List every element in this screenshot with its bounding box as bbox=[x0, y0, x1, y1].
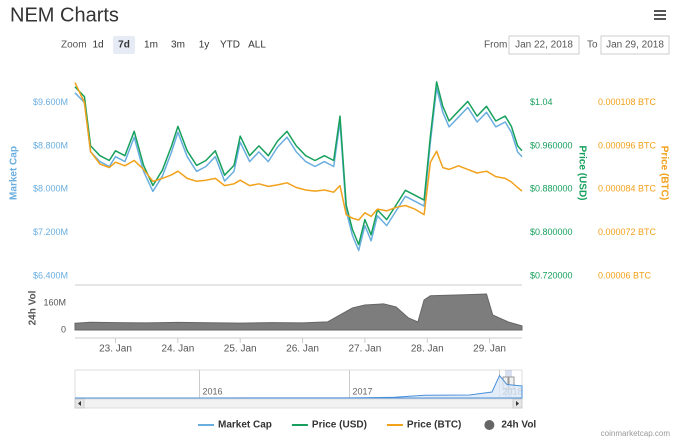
zoom-button[interactable]: 1y bbox=[194, 36, 214, 54]
y-tick-label: $6.400M bbox=[33, 270, 68, 280]
y-tick-label: $8.800M bbox=[33, 140, 68, 150]
y3-tick-label: 0.000084 BTC bbox=[598, 184, 657, 194]
legend-label[interactable]: Price (USD) bbox=[312, 420, 367, 431]
y2-tick-label: $0.720000 bbox=[530, 270, 573, 280]
zoom-button[interactable]: 1m bbox=[140, 36, 162, 54]
zoom-button[interactable]: 7d bbox=[113, 36, 135, 54]
x-tick-label: 25. Jan bbox=[224, 344, 257, 355]
y2-tick-label: $1.04 bbox=[530, 97, 553, 107]
credit: coinmarketcap.com bbox=[601, 429, 671, 438]
zoom-button[interactable]: ALL bbox=[245, 36, 269, 54]
to-label: To bbox=[587, 40, 598, 51]
legend-label[interactable]: Market Cap bbox=[218, 420, 272, 431]
y-axis-title: 24h Vol bbox=[28, 290, 39, 325]
zoom-button-label[interactable]: 1m bbox=[144, 40, 158, 51]
y-tick-label: 0 bbox=[61, 324, 66, 334]
zoom-button-label[interactable]: 7d bbox=[118, 40, 130, 51]
navigator-area bbox=[75, 374, 523, 399]
legend-item[interactable]: 24h Vol bbox=[484, 420, 536, 431]
zoom-button[interactable]: 3m bbox=[167, 36, 189, 54]
page-title: NEM Charts bbox=[10, 4, 119, 26]
y-tick-label: $9.600M bbox=[33, 97, 68, 107]
y-tick-label: $7.200M bbox=[33, 227, 68, 237]
arrow-icon bbox=[78, 401, 81, 406]
from-date[interactable]: Jan 22, 2018 bbox=[515, 40, 573, 51]
zoom-label: Zoom bbox=[61, 40, 87, 51]
zoom-button-label[interactable]: 1y bbox=[199, 40, 210, 51]
y-axis-title: Market Cap bbox=[9, 146, 20, 200]
y3-tick-label: 0.00006 BTC bbox=[598, 270, 652, 280]
legend-item[interactable]: Market Cap bbox=[198, 420, 272, 431]
y2-tick-label: $0.880000 bbox=[530, 184, 573, 194]
zoom-button-label[interactable]: ALL bbox=[248, 40, 266, 51]
arrow-icon bbox=[516, 401, 519, 406]
y3-tick-label: 0.000096 BTC bbox=[598, 140, 657, 150]
y2-axis-title: Price (USD) bbox=[576, 145, 587, 200]
legend-symbol bbox=[484, 420, 495, 430]
x-tick-label: 26. Jan bbox=[286, 344, 319, 355]
y3-axis-title: Price (BTC) bbox=[658, 146, 669, 200]
y2-tick-label: $0.960000 bbox=[530, 140, 573, 150]
legend-item[interactable]: Price (BTC) bbox=[386, 420, 461, 431]
zoom-button-label[interactable]: 3m bbox=[171, 40, 185, 51]
from-input[interactable] bbox=[508, 35, 580, 55]
scrollbar[interactable] bbox=[74, 398, 523, 409]
legend-label[interactable]: 24h Vol bbox=[501, 420, 536, 431]
series-line bbox=[74, 82, 523, 221]
y-tick-label: $8.000M bbox=[33, 184, 68, 194]
legend-label[interactable]: Price (BTC) bbox=[407, 420, 461, 431]
series-line bbox=[74, 87, 523, 252]
zoom-button-label[interactable]: YTD bbox=[220, 40, 240, 51]
to-date[interactable]: Jan 29, 2018 bbox=[606, 40, 664, 51]
x-tick-label: 24. Jan bbox=[161, 344, 194, 355]
zoom-button[interactable]: YTD bbox=[218, 36, 242, 54]
x-tick-label: 27. Jan bbox=[348, 344, 381, 355]
from-label: From bbox=[484, 40, 507, 51]
y3-tick-label: 0.000072 BTC bbox=[598, 227, 657, 237]
legend: Market Cap Price (USD) Price (BTC) 24h Vol bbox=[198, 420, 536, 431]
y3-tick-label: 0.000108 BTC bbox=[598, 97, 657, 107]
navigator-frame bbox=[74, 369, 523, 399]
volume-area bbox=[74, 293, 523, 331]
series-line bbox=[74, 81, 523, 246]
zoom-button[interactable]: 1d bbox=[88, 36, 108, 54]
y2-tick-label: $0.800000 bbox=[530, 227, 573, 237]
x-tick-label: 28. Jan bbox=[411, 344, 444, 355]
x-tick-label: 23. Jan bbox=[99, 344, 132, 355]
menu-button[interactable] bbox=[654, 10, 666, 20]
y-tick-label: 160M bbox=[43, 297, 66, 307]
zoom-button-label[interactable]: 1d bbox=[92, 40, 103, 51]
x-tick-label: 2017 bbox=[353, 386, 373, 396]
x-tick-label: 29. Jan bbox=[473, 344, 506, 355]
x-tick-label: 2016 bbox=[203, 386, 223, 396]
to-input[interactable] bbox=[600, 35, 670, 55]
legend-item[interactable]: Price (USD) bbox=[291, 420, 367, 431]
